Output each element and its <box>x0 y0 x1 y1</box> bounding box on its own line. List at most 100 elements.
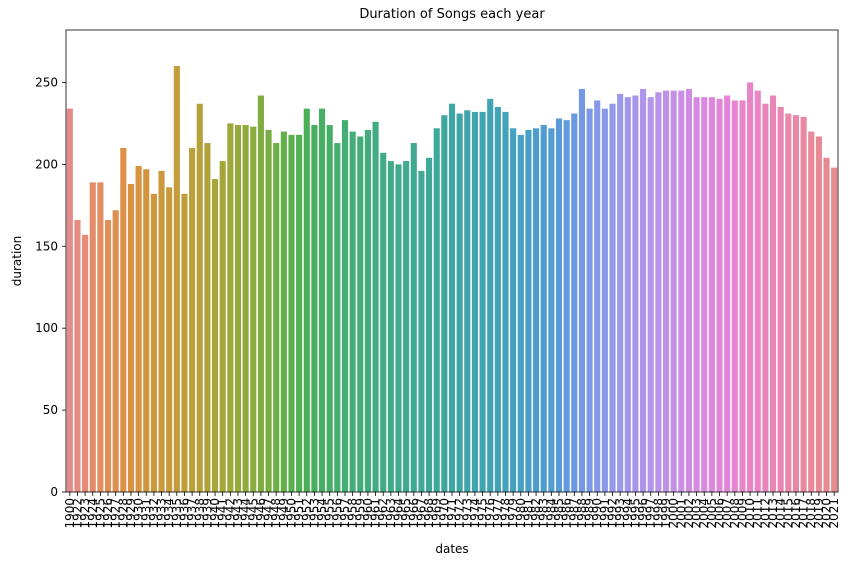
bar <box>670 90 677 493</box>
bar <box>204 143 211 493</box>
x-tick-label: 1944 <box>239 498 253 529</box>
y-axis-label: duration <box>10 236 24 287</box>
bar <box>326 125 333 493</box>
x-tick-label: 1935 <box>170 498 184 529</box>
x-tick-label: 1949 <box>277 498 291 529</box>
bar <box>280 131 287 492</box>
bar <box>724 95 731 492</box>
x-tick-label: 1977 <box>491 498 505 529</box>
x-tick-label: 1979 <box>506 498 520 529</box>
x-tick-label: 1945 <box>246 498 260 529</box>
x-tick-label: 2013 <box>766 498 780 529</box>
bar <box>487 98 494 493</box>
bar <box>533 128 540 493</box>
x-tick-label: 1922 <box>70 498 84 529</box>
x-tick-label: 2021 <box>827 498 841 529</box>
x-tick-label: 1973 <box>460 498 474 529</box>
x-tick-label: 1940 <box>208 498 222 529</box>
bar <box>815 136 822 492</box>
y-tick-label: 150 <box>35 239 58 253</box>
bar <box>426 157 433 492</box>
x-axis-label: dates <box>435 542 468 556</box>
bar <box>227 123 234 492</box>
x-tick-label: 1960 <box>361 498 375 529</box>
bar <box>234 125 242 493</box>
chart-title: Duration of Songs each year <box>359 7 545 22</box>
x-tick-label: 1994 <box>621 498 635 529</box>
bar <box>357 136 364 492</box>
x-tick-label: 1968 <box>422 498 436 529</box>
x-tick-label: 1934 <box>162 498 176 529</box>
x-tick-label: 1932 <box>147 498 161 529</box>
x-tick-label: 2017 <box>797 498 811 529</box>
x-tick-label: 2010 <box>743 498 757 529</box>
bar <box>502 111 509 493</box>
x-tick-label: 2004 <box>697 498 711 529</box>
bar <box>104 220 112 493</box>
bar <box>762 103 769 493</box>
x-tick-label: 1926 <box>101 498 115 529</box>
x-tick-label: 1953 <box>307 498 321 529</box>
bar <box>265 129 272 493</box>
bar <box>471 111 478 493</box>
bar <box>808 131 815 492</box>
x-tick-label: 1971 <box>445 498 459 529</box>
bar <box>349 131 356 492</box>
x-tick-label: 1925 <box>93 498 107 529</box>
x-tick-label: 1963 <box>384 498 398 529</box>
x-tick-label: 1954 <box>315 498 329 529</box>
x-tick-label: 2002 <box>682 498 696 529</box>
bar <box>792 115 800 492</box>
x-tick-label: 2000 <box>667 498 681 529</box>
x-tick-label: 2014 <box>774 498 788 529</box>
bar <box>823 157 830 492</box>
x-tick-label: 1930 <box>132 498 146 529</box>
x-tick-label: 1958 <box>346 498 360 529</box>
x-tick-label: 1996 <box>636 498 650 529</box>
x-tick-label: 1951 <box>292 498 306 529</box>
bar <box>617 93 624 492</box>
bar <box>456 113 463 492</box>
x-tick-label: 1946 <box>254 498 268 529</box>
bar <box>754 90 761 493</box>
bar <box>747 82 754 492</box>
x-tick-label: 1986 <box>560 498 574 529</box>
bar <box>555 118 563 493</box>
y-tick-label: 100 <box>35 321 58 335</box>
bar <box>143 169 150 493</box>
bar <box>578 88 585 492</box>
bar <box>731 100 738 492</box>
x-tick-label: 1955 <box>323 498 337 529</box>
x-tick-label: 1924 <box>86 498 100 529</box>
bar <box>701 97 708 492</box>
y-tick-label: 200 <box>35 157 58 171</box>
bar <box>219 161 226 492</box>
bar <box>433 128 440 493</box>
x-tick-label: 1995 <box>628 498 642 529</box>
bar <box>97 182 104 493</box>
bar <box>319 108 326 492</box>
bar <box>769 95 777 492</box>
y-tick-label: 0 <box>50 485 58 499</box>
bar <box>601 108 608 492</box>
bar <box>609 103 616 493</box>
bar <box>296 134 303 492</box>
x-tick-label: 1998 <box>651 498 665 529</box>
x-tick-label: 1937 <box>185 498 199 529</box>
x-tick-label: 2001 <box>674 498 688 529</box>
bar <box>166 187 173 492</box>
x-tick-label: 1980 <box>514 498 528 529</box>
x-tick-label: 1992 <box>606 498 620 529</box>
bar <box>662 90 670 493</box>
x-tick-label: 1900 <box>63 498 77 529</box>
x-tick-label: 1988 <box>575 498 589 529</box>
bar <box>403 161 410 492</box>
bar <box>242 125 249 493</box>
bar <box>448 103 456 493</box>
x-tick-label: 1975 <box>476 498 490 529</box>
x-tick-label: 2020 <box>820 498 834 529</box>
bar <box>158 170 165 492</box>
x-tick-label: 1965 <box>399 498 413 529</box>
bar <box>250 126 257 492</box>
